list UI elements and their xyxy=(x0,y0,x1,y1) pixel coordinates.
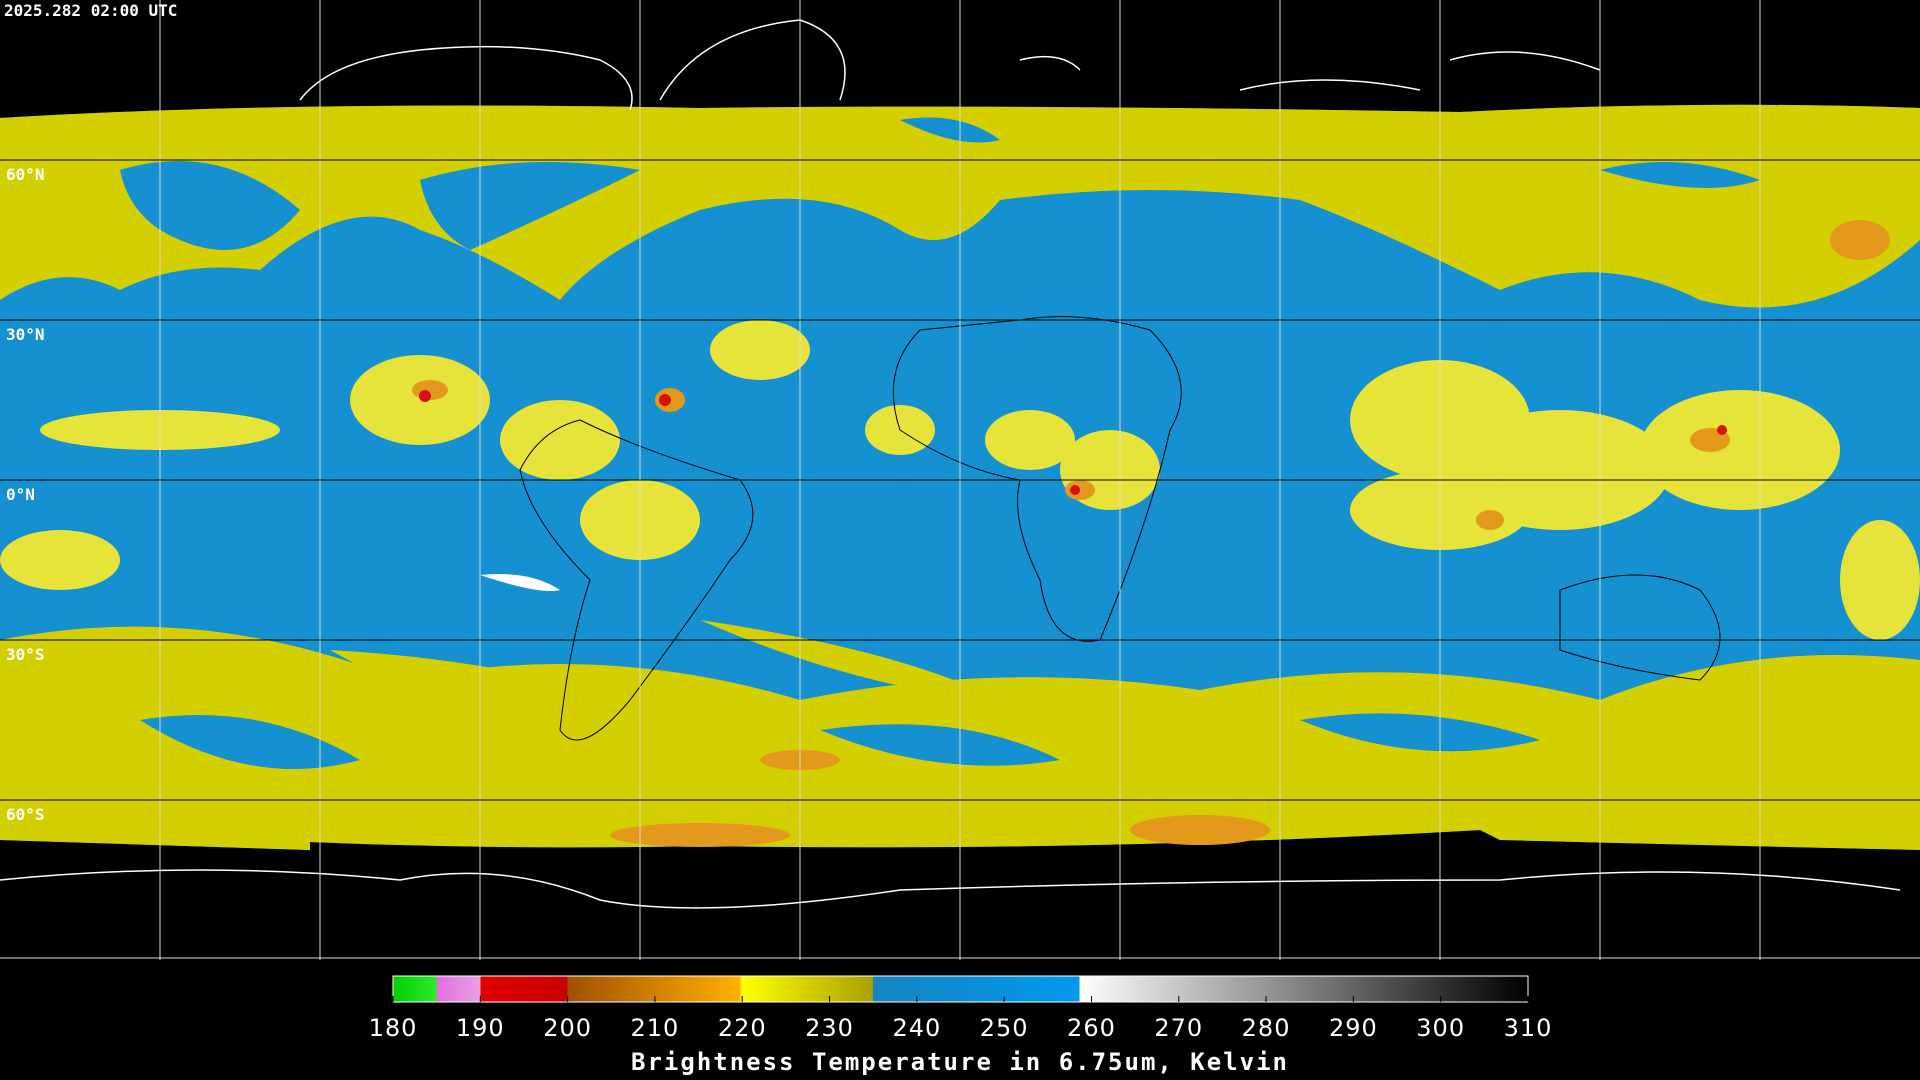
colorbar-tick-label: 270 xyxy=(1154,1014,1203,1042)
colorbar-tick-label: 290 xyxy=(1329,1014,1378,1042)
lat-label: 30°N xyxy=(6,325,45,344)
colorbar-tick-label: 280 xyxy=(1242,1014,1291,1042)
graticule xyxy=(0,0,1920,960)
colorbar-ticks: 180 190 200 210 220 230 240 250 260 270 280 290 300 3… xyxy=(369,996,1553,1042)
lat-label: 60°S xyxy=(6,805,45,824)
colorbar-tick-label: 200 xyxy=(543,1014,592,1042)
colorbar xyxy=(392,975,1529,1003)
colorbar-tick-label: 240 xyxy=(892,1014,941,1042)
colorbar-tick-label: 210 xyxy=(631,1014,680,1042)
colorbar-tick-label: 260 xyxy=(1067,1014,1116,1042)
colorbar-tick-label: 250 xyxy=(980,1014,1029,1042)
lat-label: 0°N xyxy=(6,485,35,504)
timestamp: 2025.282 02:00 UTC xyxy=(4,1,177,20)
colorbar-tick-label: 180 xyxy=(369,1014,418,1042)
colorbar-tick-label: 230 xyxy=(805,1014,854,1042)
colorbar-tick-label: 190 xyxy=(456,1014,505,1042)
lat-label: 60°N xyxy=(6,165,45,184)
colorbar-tick-label: 300 xyxy=(1416,1014,1465,1042)
colorbar-tick-label: 220 xyxy=(718,1014,767,1042)
lat-labels: 60°N 30°N 0°N 30°S 60°S xyxy=(6,165,45,824)
colorbar-label: Brightness Temperature in 6.75um, Kelvin xyxy=(631,1048,1289,1076)
colorbar-tick-label: 310 xyxy=(1504,1014,1553,1042)
lat-label: 30°S xyxy=(6,645,45,664)
